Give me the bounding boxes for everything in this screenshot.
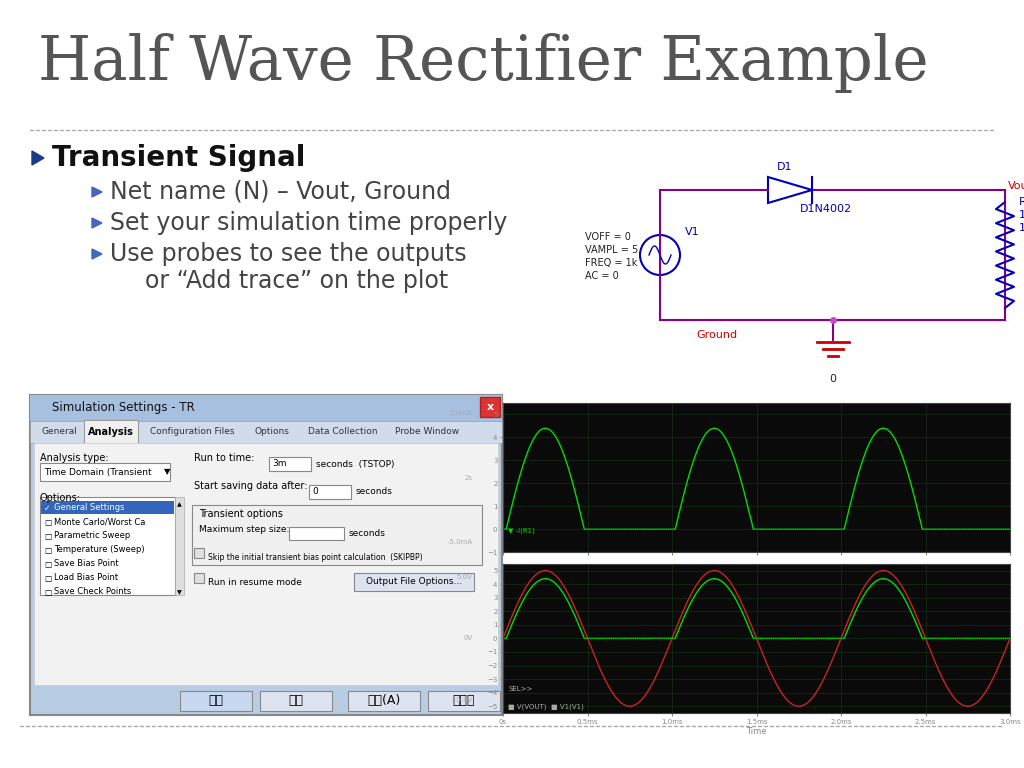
Text: 0: 0 [829,374,836,384]
FancyBboxPatch shape [40,463,170,481]
FancyBboxPatch shape [289,527,344,540]
Text: Configuration Files: Configuration Files [150,428,234,436]
Text: seconds  (TSTOP): seconds (TSTOP) [316,459,394,468]
Text: Transient Signal: Transient Signal [52,144,305,172]
Text: Analysis: Analysis [88,427,134,437]
Text: 도움말: 도움말 [453,694,475,707]
FancyBboxPatch shape [269,457,311,471]
Text: V1: V1 [685,227,699,237]
Text: ▼ -I(R1): ▼ -I(R1) [508,528,535,535]
FancyBboxPatch shape [348,691,420,711]
Text: -5.0V: -5.0V [455,697,473,703]
Text: 5.0mA: 5.0mA [450,410,473,416]
Text: Parametric Sweep: Parametric Sweep [54,531,130,541]
Text: Options: Options [255,428,290,436]
Text: □: □ [44,588,51,597]
Text: □: □ [44,560,51,568]
X-axis label: Time: Time [746,727,767,737]
Text: Save Bias Point: Save Bias Point [54,560,119,568]
FancyBboxPatch shape [194,573,204,583]
Text: 확인: 확인 [209,694,223,707]
Text: D1: D1 [777,162,793,172]
Text: Output File Options...: Output File Options... [366,578,462,587]
Text: Data Collection: Data Collection [308,428,378,436]
FancyBboxPatch shape [354,573,474,591]
Text: Set your simulation time properly: Set your simulation time properly [110,211,507,235]
FancyBboxPatch shape [84,420,138,444]
Text: 0V: 0V [463,635,473,641]
Text: Start saving data after:: Start saving data after: [194,481,307,491]
Text: ▼: ▼ [164,468,171,476]
Text: ✓: ✓ [44,504,50,512]
Polygon shape [92,187,102,197]
Text: Monte Carlo/Worst Ca: Monte Carlo/Worst Ca [54,518,145,527]
Text: or “Add trace” on the plot: or “Add trace” on the plot [145,269,449,293]
Text: 3m: 3m [272,459,287,468]
Text: Save Check Points: Save Check Points [54,588,131,597]
Polygon shape [92,249,102,259]
Text: General Settings: General Settings [54,504,125,512]
Text: Maximum step size:: Maximum step size: [199,525,290,534]
Text: Temperature (Sweep): Temperature (Sweep) [54,545,144,554]
Text: General: General [41,428,77,436]
Text: 1B: 1B [1019,210,1024,220]
Text: Run to time:: Run to time: [194,453,254,463]
Text: Time Domain (Transient: Time Domain (Transient [44,468,152,476]
FancyBboxPatch shape [194,548,204,558]
Text: 2s: 2s [465,475,473,481]
Text: □: □ [44,531,51,541]
Text: Ground: Ground [696,330,737,340]
FancyBboxPatch shape [175,497,184,595]
Text: FREQ = 1k: FREQ = 1k [585,258,637,268]
FancyBboxPatch shape [30,395,502,715]
Text: seconds: seconds [356,488,393,496]
FancyBboxPatch shape [193,505,482,565]
Text: 0: 0 [312,488,317,496]
FancyBboxPatch shape [480,397,500,417]
FancyBboxPatch shape [260,691,332,711]
Text: D1N4002: D1N4002 [800,204,852,214]
FancyBboxPatch shape [40,497,175,595]
FancyBboxPatch shape [180,691,252,711]
Text: -5.0mA: -5.0mA [447,539,473,545]
Text: Net name (N) – Vout, Ground: Net name (N) – Vout, Ground [110,180,451,204]
Text: Probe Window: Probe Window [395,428,459,436]
Text: 적용(A): 적용(A) [368,694,400,707]
Text: □: □ [44,545,51,554]
Text: □: □ [44,518,51,527]
Text: 취소: 취소 [289,694,303,707]
Text: Transient options: Transient options [199,509,283,519]
Text: x: x [486,402,494,412]
Text: 5.0V: 5.0V [457,574,473,580]
FancyBboxPatch shape [30,395,502,421]
Text: Load Bias Point: Load Bias Point [54,574,118,582]
Text: VOFF = 0: VOFF = 0 [585,232,631,242]
Text: 1k: 1k [1019,223,1024,233]
Text: ■ V(VOUT)  ■ V1(V1): ■ V(VOUT) ■ V1(V1) [508,703,584,710]
Text: AC = 0: AC = 0 [585,271,618,281]
Text: Simulation Settings - TR: Simulation Settings - TR [52,402,195,415]
Text: Analysis type:: Analysis type: [40,453,109,463]
Text: Run in resume mode: Run in resume mode [208,578,302,587]
Text: VAMPL = 5: VAMPL = 5 [585,245,638,255]
FancyBboxPatch shape [428,691,500,711]
FancyBboxPatch shape [309,485,351,499]
Text: ▲: ▲ [176,502,181,508]
Text: Half Wave Rectifier Example: Half Wave Rectifier Example [38,33,929,93]
Text: ▼: ▼ [176,591,181,595]
FancyBboxPatch shape [41,501,174,514]
FancyBboxPatch shape [34,443,498,685]
Text: Options:: Options: [40,493,81,503]
Polygon shape [92,218,102,228]
Text: seconds: seconds [349,529,386,538]
Text: Skip the initial transient bias point calculation  (SKIPBP): Skip the initial transient bias point ca… [208,553,423,562]
Text: SEL>>: SEL>> [508,686,532,692]
Text: Use probes to see the outputs: Use probes to see the outputs [110,242,467,266]
Text: □: □ [44,574,51,582]
Text: R1: R1 [1019,197,1024,207]
Text: Vout: Vout [1008,181,1024,191]
FancyBboxPatch shape [30,421,502,443]
Polygon shape [32,151,44,165]
